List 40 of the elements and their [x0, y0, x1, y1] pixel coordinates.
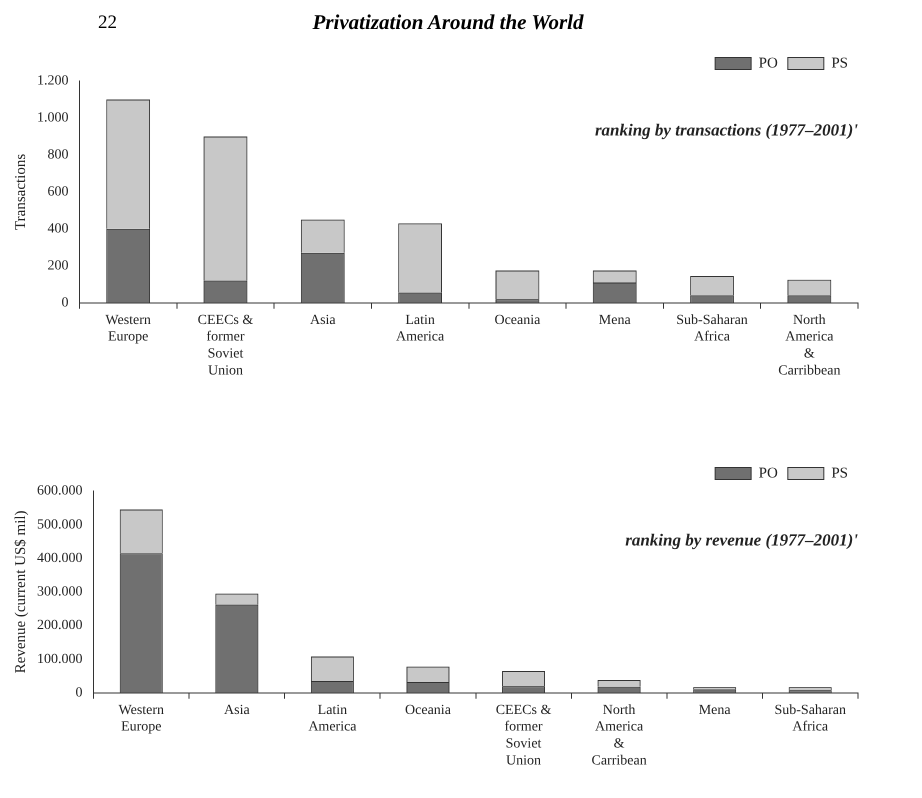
- x-tick-label: Latin America: [396, 312, 445, 345]
- x-tick-label: Western Europe: [118, 702, 164, 735]
- y-axis-title: Revenue (current US$ mil): [12, 510, 29, 674]
- y-tick-label: 100.000: [37, 652, 82, 667]
- y-tick-label: 600: [48, 184, 68, 200]
- y-axis-title: Transactions: [12, 154, 29, 230]
- chart-title: Privatization Around the World: [312, 10, 584, 34]
- x-tick-label: Mena: [598, 312, 632, 328]
- x-tick-label: Oceania: [494, 312, 542, 328]
- y-tick-label: 1.000: [37, 110, 68, 126]
- y-tick-label: 500.000: [37, 517, 82, 532]
- x-tick-label: Mena: [698, 702, 732, 718]
- x-tick-label: Latin America: [308, 702, 358, 735]
- y-tick-label: 400: [48, 222, 68, 237]
- y-tick-label: 400.000: [37, 550, 82, 566]
- x-tick-label: Sub-Saharan Africa: [676, 312, 748, 345]
- legend-label: PO: [758, 55, 778, 72]
- text: ranking by revenue (1977–2001)': [625, 530, 858, 550]
- x-tick-label: Asia: [310, 312, 336, 328]
- text: ranking by transactions (1977–2001)': [594, 120, 858, 140]
- x-tick-label: CEECs & former Soviet Union: [496, 702, 552, 768]
- x-tick-label: CEECs & former Soviet Union: [198, 312, 254, 378]
- legend-label: PS: [831, 55, 848, 72]
- y-tick-label: 600.000: [37, 484, 82, 499]
- x-tick-label: Asia: [224, 702, 250, 718]
- y-tick-label: 0: [62, 295, 68, 310]
- x-tick-label: Oceania: [405, 702, 452, 718]
- legend-label: PS: [831, 465, 848, 482]
- x-tick-label: Western Europe: [105, 312, 151, 345]
- x-tick-label: Sub-Saharan Africa: [774, 702, 846, 735]
- y-tick-label: 800: [48, 148, 68, 163]
- text: 22: [98, 12, 117, 34]
- x-tick-label: North America & Carribbean: [778, 312, 840, 378]
- x-tick-label: North America & Carribean: [591, 702, 647, 768]
- y-tick-label: 1.200: [37, 74, 68, 89]
- y-tick-label: 0: [76, 685, 82, 700]
- y-tick-label: 200: [48, 258, 68, 274]
- y-tick-label: 200.000: [37, 618, 82, 634]
- y-tick-label: 300.000: [37, 584, 82, 600]
- legend-label: PO: [758, 465, 778, 482]
